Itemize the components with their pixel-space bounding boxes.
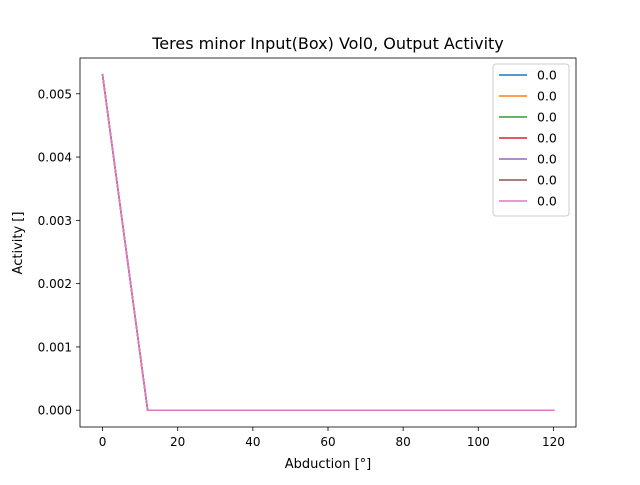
legend-label-4: 0.0 <box>537 131 557 146</box>
legend-label-5: 0.0 <box>537 152 557 167</box>
x-tick-label: 40 <box>245 435 260 449</box>
chart-title: Teres minor Input(Box) Vol0, Output Acti… <box>151 34 504 53</box>
x-axis-label: Abduction [°] <box>285 457 371 472</box>
plot-area: 0 20 40 60 80 100 120 0.000 0.001 0.002 0.003 0.004… <box>38 57 577 449</box>
x-tick-label: 120 <box>542 435 565 449</box>
legend: 0.0 0.0 0.0 0.0 0.0 0.0 0.0 <box>492 63 570 217</box>
x-tick-label: 80 <box>396 435 411 449</box>
y-tick-label: 0.000 <box>38 404 72 418</box>
x-tick-label: 60 <box>320 435 335 449</box>
y-tick-label: 0.005 <box>38 87 72 101</box>
x-tick-label: 0 <box>99 435 107 449</box>
legend-label-3: 0.0 <box>537 110 557 125</box>
legend-label-2: 0.0 <box>537 89 557 104</box>
y-tick-label: 0.001 <box>38 340 72 354</box>
y-axis-label: Activity [] <box>11 212 26 275</box>
legend-box <box>492 63 570 217</box>
x-tick-label: 100 <box>467 435 490 449</box>
y-tick-label: 0.002 <box>38 277 72 291</box>
legend-label-7: 0.0 <box>537 194 557 209</box>
legend-label-1: 0.0 <box>537 68 557 83</box>
x-tick-label: 20 <box>170 435 185 449</box>
series-line-7 <box>101 73 555 411</box>
legend-label-6: 0.0 <box>537 173 557 188</box>
y-tick-label: 0.004 <box>38 151 72 165</box>
y-tick-label: 0.003 <box>38 214 72 228</box>
